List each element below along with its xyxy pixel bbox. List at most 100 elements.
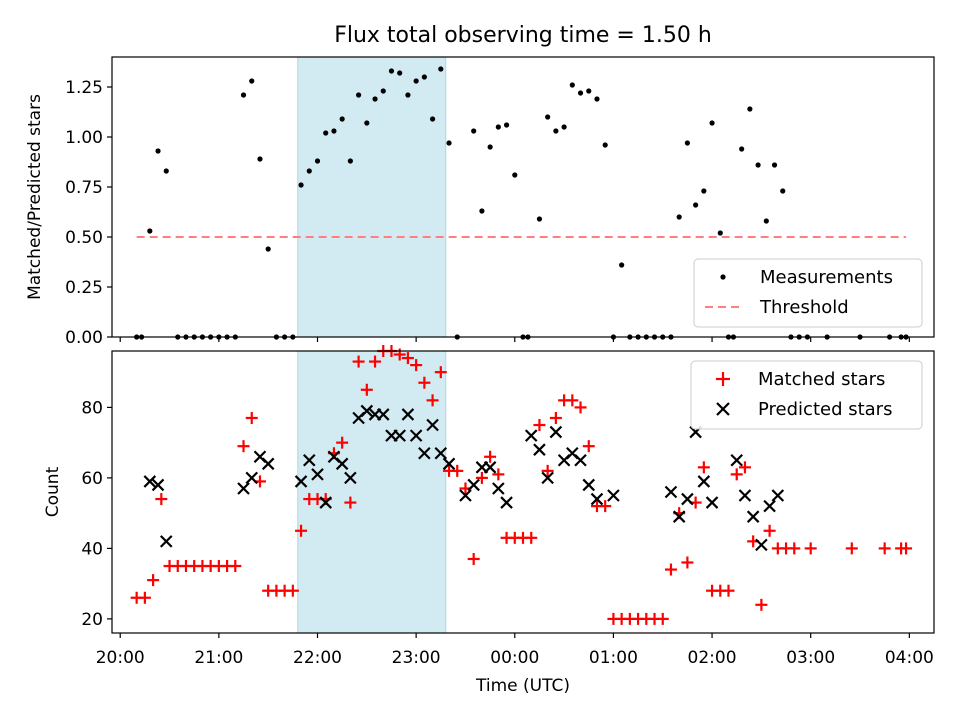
predicted-marker-stroke	[261, 457, 275, 471]
matched-star-point	[656, 612, 669, 625]
matched-star-markers	[130, 345, 913, 625]
matched-star-point	[418, 376, 431, 389]
predicted-star-point	[755, 538, 768, 552]
predicted-marker-stroke	[245, 471, 259, 485]
matched-star-point	[599, 500, 612, 513]
matched-star-point	[138, 591, 151, 604]
matched-star-point	[804, 542, 817, 555]
predicted-star-point	[771, 489, 785, 502]
count-x-tick-label: 21:00	[194, 648, 243, 668]
ratio-y-tick-label: 0.25	[65, 278, 103, 298]
matched-star-point	[697, 461, 710, 474]
matched-star-point	[147, 574, 160, 587]
count-x-axis-label: Time (UTC)	[475, 676, 570, 696]
measurement-point	[701, 188, 707, 194]
predicted-marker-stroke	[664, 485, 678, 499]
predicted-star-point	[681, 492, 694, 506]
predicted-marker-stroke	[360, 404, 374, 418]
measurement-point	[693, 202, 699, 208]
matched-star-point	[410, 359, 423, 372]
legend-matched-marker	[716, 372, 730, 386]
predicted-star-point	[311, 468, 324, 481]
matched-star-point	[237, 440, 250, 453]
matched-star-point	[369, 355, 382, 368]
ratio-panel-frame	[111, 56, 935, 338]
matched-star-point	[541, 464, 554, 477]
predicted-marker-stroke	[533, 443, 546, 456]
measurement-point	[413, 78, 419, 84]
measurement-point	[771, 162, 778, 168]
legend-matched-label: Matched stars	[758, 369, 885, 390]
measurement-point	[347, 158, 353, 164]
measurement-point	[155, 148, 161, 154]
predicted-marker-stroke	[574, 453, 587, 467]
predicted-marker-stroke	[237, 482, 250, 495]
predicted-marker-stroke	[467, 478, 480, 492]
matched-star-point	[467, 552, 480, 565]
measurement-point	[323, 130, 329, 136]
observing-window-shade	[297, 350, 447, 634]
predicted-star-point	[294, 475, 308, 488]
measurement-point	[240, 92, 247, 98]
ratio-y-tick-label: 0.50	[65, 228, 103, 248]
ratio-y-tick-label: 0.75	[65, 178, 103, 198]
predicted-marker-stroke	[327, 450, 341, 464]
matched-star-point	[574, 401, 587, 414]
count-y-tick-label: 20	[81, 610, 103, 630]
count-x-tick-label: 03:00	[786, 648, 835, 668]
count-panel-frame	[111, 350, 935, 634]
predicted-marker-stroke	[582, 478, 596, 492]
measurement-point	[676, 214, 682, 220]
ratio-legend: Measurements Threshold	[693, 258, 923, 328]
predicted-star-point	[459, 489, 472, 502]
predicted-marker-stroke	[697, 475, 711, 488]
predicted-star-point	[672, 510, 686, 523]
measurement-point	[512, 172, 518, 178]
ratio-x-ticks	[119, 337, 910, 342]
predicted-star-point	[730, 453, 743, 467]
predicted-marker-stroke	[442, 457, 456, 471]
ratio-y-axis-label: Matched/Predicted stars	[25, 94, 45, 300]
measurement-point	[421, 74, 427, 80]
predicted-marker-stroke	[681, 492, 694, 506]
measurement-point	[265, 246, 271, 252]
measurement-point	[479, 208, 485, 214]
legend-threshold-label: Threshold	[759, 297, 849, 318]
measurement-point	[536, 216, 543, 222]
predicted-star-point	[344, 471, 357, 485]
predicted-star-point	[151, 478, 165, 492]
predicted-marker-stroke	[549, 425, 563, 439]
predicted-star-point	[549, 425, 563, 439]
predicted-star-point	[500, 496, 513, 509]
predicted-star-point	[483, 461, 497, 474]
predicted-star-point	[393, 429, 406, 442]
measurement-point	[471, 128, 477, 134]
predicted-marker-stroke	[541, 471, 554, 485]
measurement-point	[298, 182, 304, 188]
predicted-marker-stroke	[159, 535, 173, 548]
count-x-tick-label: 02:00	[688, 648, 737, 668]
predicted-marker-stroke	[294, 475, 308, 488]
predicted-star-point	[261, 457, 275, 471]
measurement-point	[739, 146, 745, 152]
predicted-star-point	[409, 429, 423, 442]
predicted-marker-stroke	[771, 489, 785, 502]
count-x-tick-label: 22:00	[293, 648, 342, 668]
predicted-marker-stroke	[566, 446, 579, 460]
measurement-point	[249, 78, 255, 84]
matched-star-point	[492, 468, 505, 481]
measurement-point	[717, 230, 723, 236]
measurement-point	[446, 140, 452, 146]
matched-star-point	[900, 542, 913, 555]
predicted-star-point	[335, 457, 349, 471]
predicted-marker-stroke	[376, 408, 390, 421]
matched-star-point	[878, 542, 891, 555]
matched-star-point	[681, 556, 694, 569]
predicted-star-point	[376, 408, 390, 421]
matched-star-point	[229, 560, 242, 573]
count-x-tick-label: 00:00	[490, 648, 539, 668]
measurement-point	[487, 144, 493, 150]
ratio-y-tick-label: 1.00	[65, 128, 103, 148]
measurement-point	[314, 158, 321, 164]
